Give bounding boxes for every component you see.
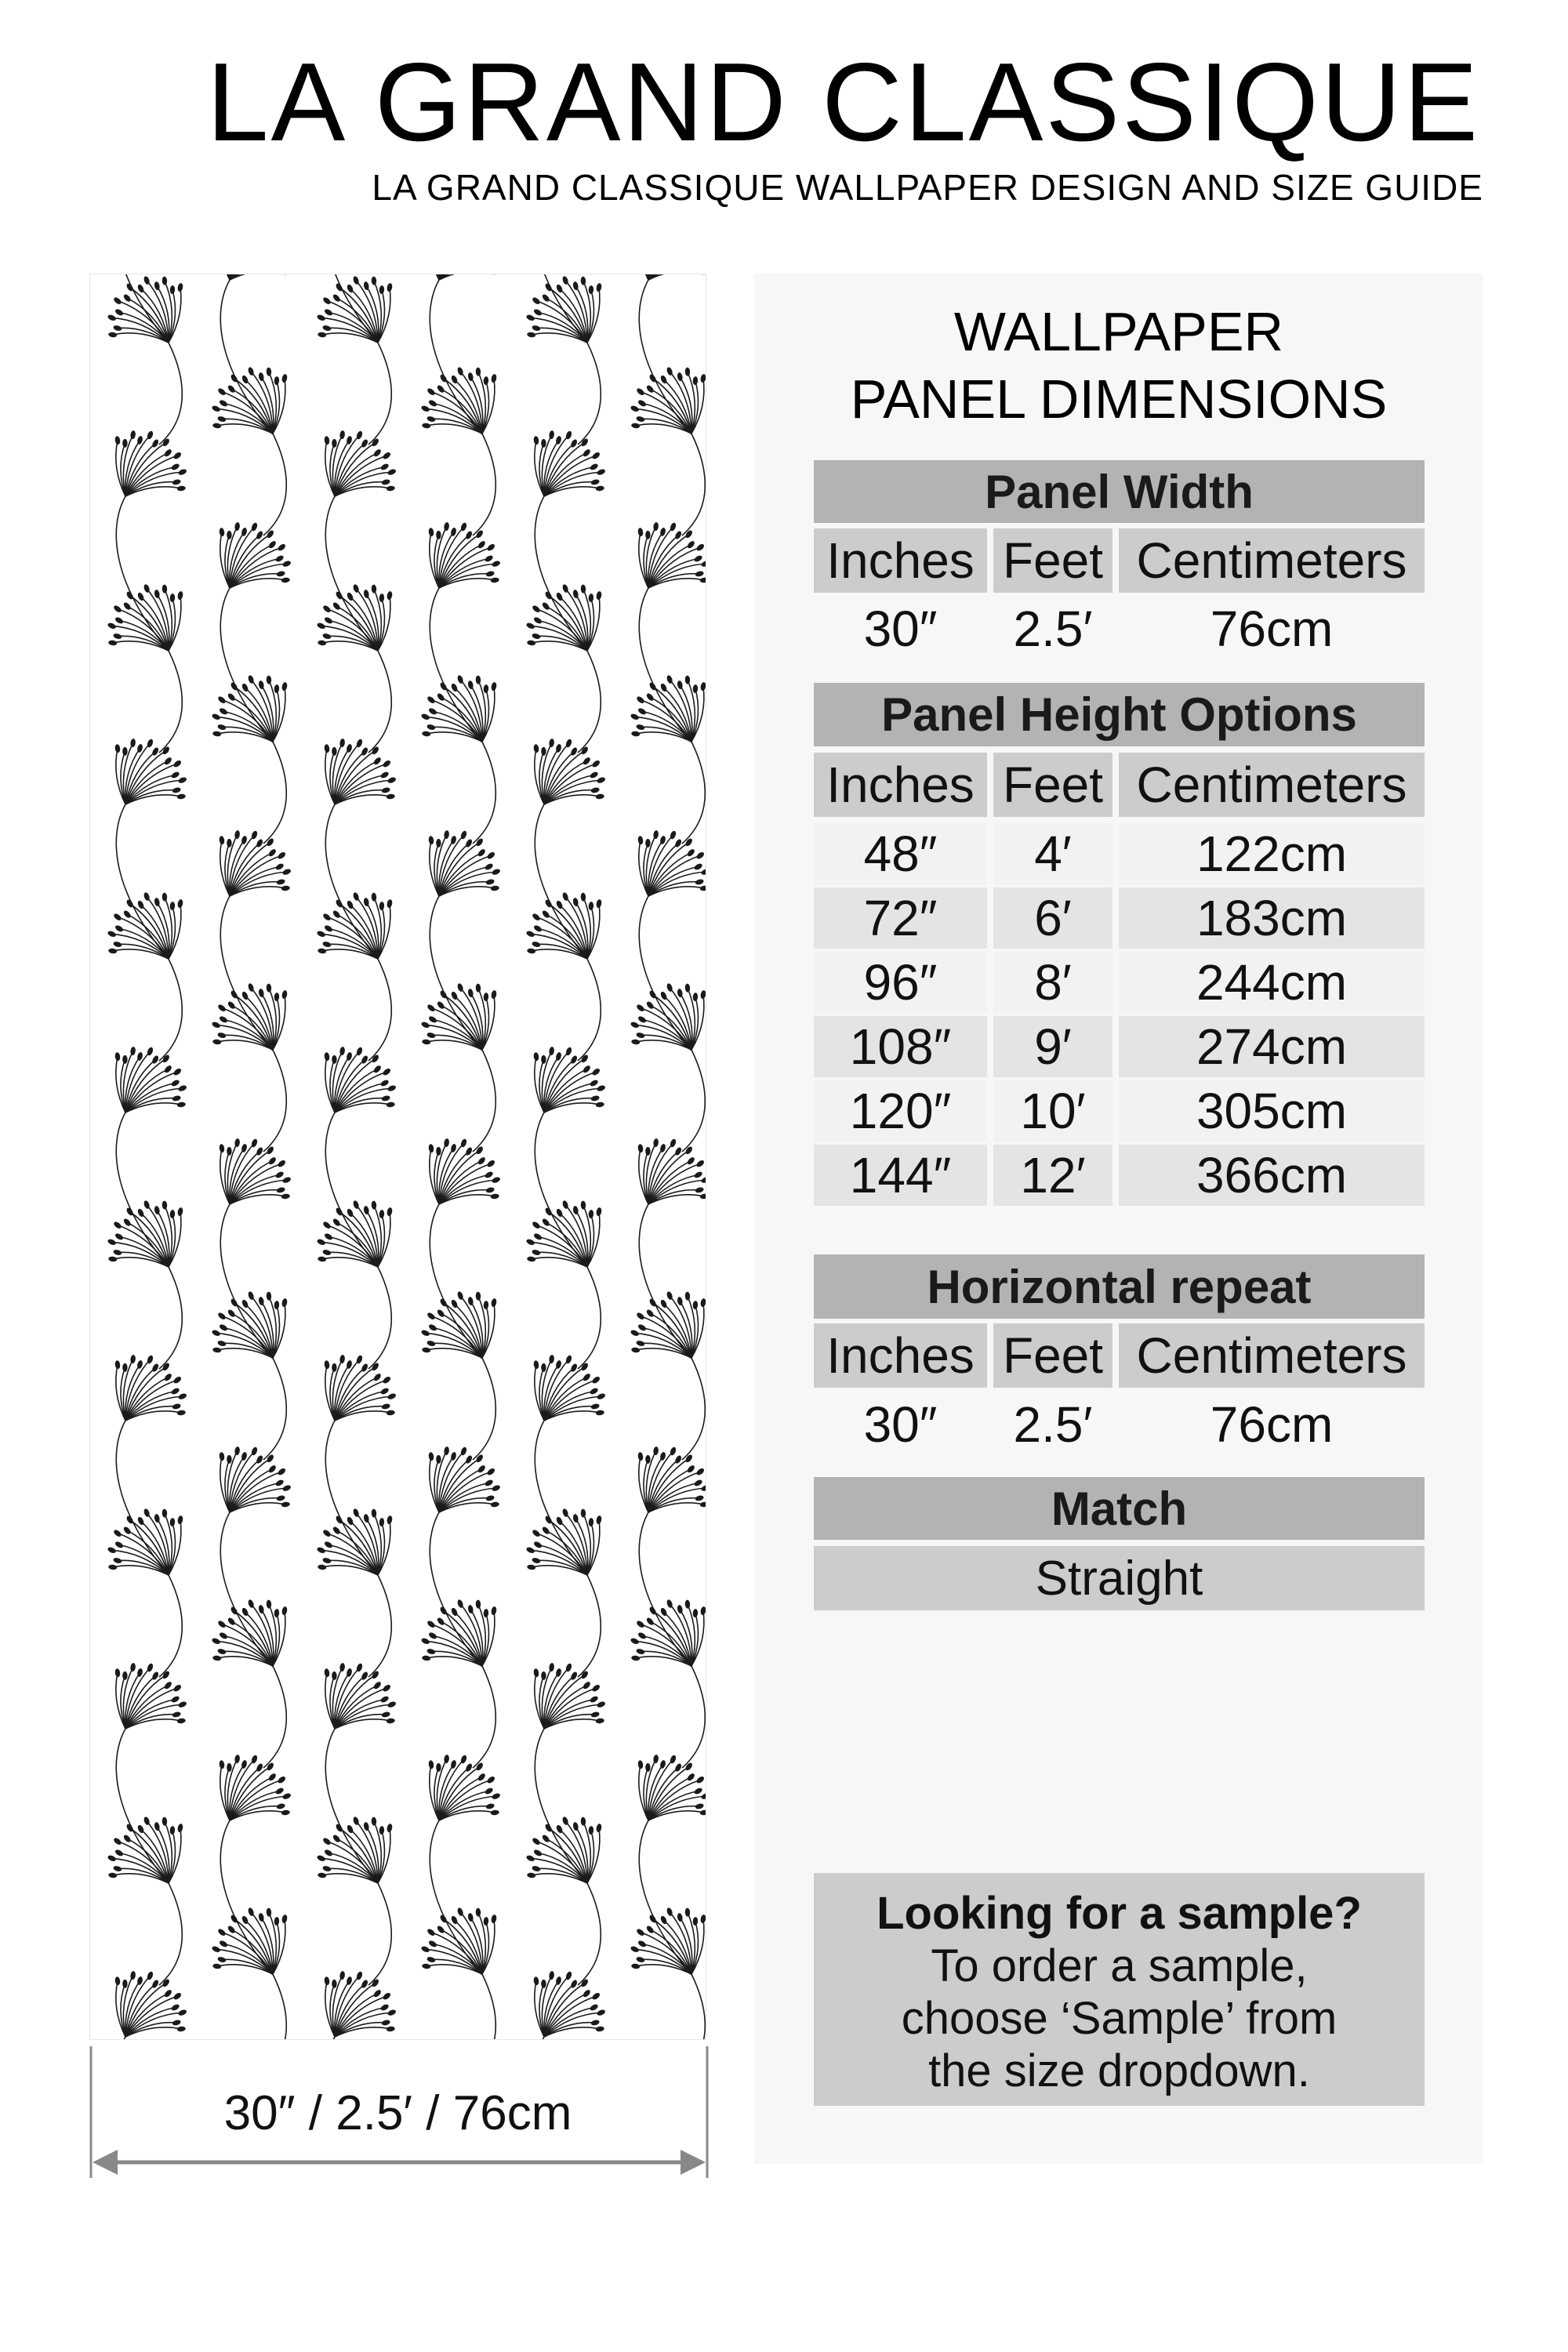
height-option-row: 72″ 6′ 183cm — [814, 887, 1425, 949]
value-feet: 6′ — [993, 887, 1112, 949]
value-centimeters: 76cm — [1210, 601, 1334, 657]
value-centimeters: 305cm — [1119, 1080, 1425, 1142]
sample-line: the size dropdown. — [928, 2045, 1310, 2096]
page-subtitle: LA GRAND CLASSIQUE WALLPAPER DESIGN AND … — [372, 167, 1483, 208]
value-centimeters: 366cm — [1119, 1145, 1425, 1206]
match-value: Straight — [814, 1546, 1425, 1610]
pattern-fill — [90, 274, 706, 2039]
value-inches: 144″ — [814, 1145, 987, 1206]
column-centimeters: Centimeters — [1119, 528, 1425, 593]
horizontal-repeat-values: 30″ 2.5′ 76cm — [814, 1393, 1425, 1456]
sample-info-box: Looking for a sample? To order a sample,… — [814, 1873, 1425, 2106]
panel-width-header: Panel Width — [814, 460, 1425, 523]
height-option-row: 144″ 12′ 366cm — [814, 1145, 1425, 1206]
sample-line: To order a sample, — [931, 1940, 1308, 1991]
column-feet: Feet — [993, 753, 1112, 817]
sample-title: Looking for a sample? — [877, 1888, 1362, 1939]
value-centimeters: 274cm — [1119, 1016, 1425, 1077]
column-centimeters: Centimeters — [1119, 753, 1425, 817]
value-feet: 2.5′ — [1013, 601, 1093, 657]
wallpaper-pattern-preview — [89, 274, 706, 2040]
value-feet: 2.5′ — [1013, 1396, 1093, 1453]
value-inches: 30″ — [863, 1396, 938, 1453]
panel-heading-line2: PANEL DIMENSIONS — [850, 368, 1388, 430]
value-inches: 120″ — [814, 1080, 987, 1142]
value-centimeters: 183cm — [1119, 887, 1425, 949]
sample-line: choose ‘Sample’ from — [901, 1993, 1338, 2044]
column-feet: Feet — [993, 1323, 1112, 1388]
arrow-left-icon — [93, 2150, 118, 2175]
value-feet: 4′ — [993, 823, 1112, 884]
value-feet: 12′ — [993, 1145, 1112, 1206]
value-feet: 10′ — [993, 1080, 1112, 1142]
horizontal-repeat-columns: Inches Feet Centimeters — [814, 1323, 1425, 1388]
height-option-row: 96″ 8′ 244cm — [814, 952, 1425, 1013]
column-feet: Feet — [993, 528, 1112, 593]
value-feet: 9′ — [993, 1016, 1112, 1077]
height-option-row: 48″ 4′ 122cm — [814, 823, 1425, 884]
match-header: Match — [814, 1477, 1425, 1540]
height-option-row: 108″ 9′ 274cm — [814, 1016, 1425, 1077]
value-inches: 48″ — [814, 823, 987, 884]
value-inches: 30″ — [863, 601, 938, 657]
value-centimeters: 244cm — [1119, 952, 1425, 1013]
value-inches: 108″ — [814, 1016, 987, 1077]
column-inches: Inches — [814, 753, 987, 817]
panel-height-header: Panel Height Options — [814, 683, 1425, 746]
panel-height-columns: Inches Feet Centimeters — [814, 753, 1425, 817]
brand-title: LA GRAND CLASSIQUE — [206, 40, 1480, 165]
value-feet: 8′ — [993, 952, 1112, 1013]
value-centimeters: 76cm — [1210, 1396, 1334, 1453]
panel-width-columns: Inches Feet Centimeters — [814, 528, 1425, 593]
panel-width-values: 30″ 2.5′ 76cm — [814, 597, 1425, 660]
height-option-row: 120″ 10′ 305cm — [814, 1080, 1425, 1142]
value-centimeters: 122cm — [1119, 823, 1425, 884]
panel-heading-line1: WALLPAPER — [953, 301, 1284, 362]
column-inches: Inches — [814, 528, 987, 593]
value-inches: 96″ — [814, 952, 987, 1013]
value-inches: 72″ — [814, 887, 987, 949]
arrow-right-icon — [681, 2150, 706, 2175]
width-dimension-arrow — [89, 2046, 709, 2178]
column-centimeters: Centimeters — [1119, 1323, 1425, 1388]
column-inches: Inches — [814, 1323, 987, 1388]
width-label: 30″ / 2.5′ / 76cm — [223, 2086, 572, 2140]
dimensions-panel: WALLPAPER PANEL DIMENSIONS Panel Width I… — [754, 274, 1483, 2164]
horizontal-repeat-header: Horizontal repeat — [814, 1254, 1425, 1319]
